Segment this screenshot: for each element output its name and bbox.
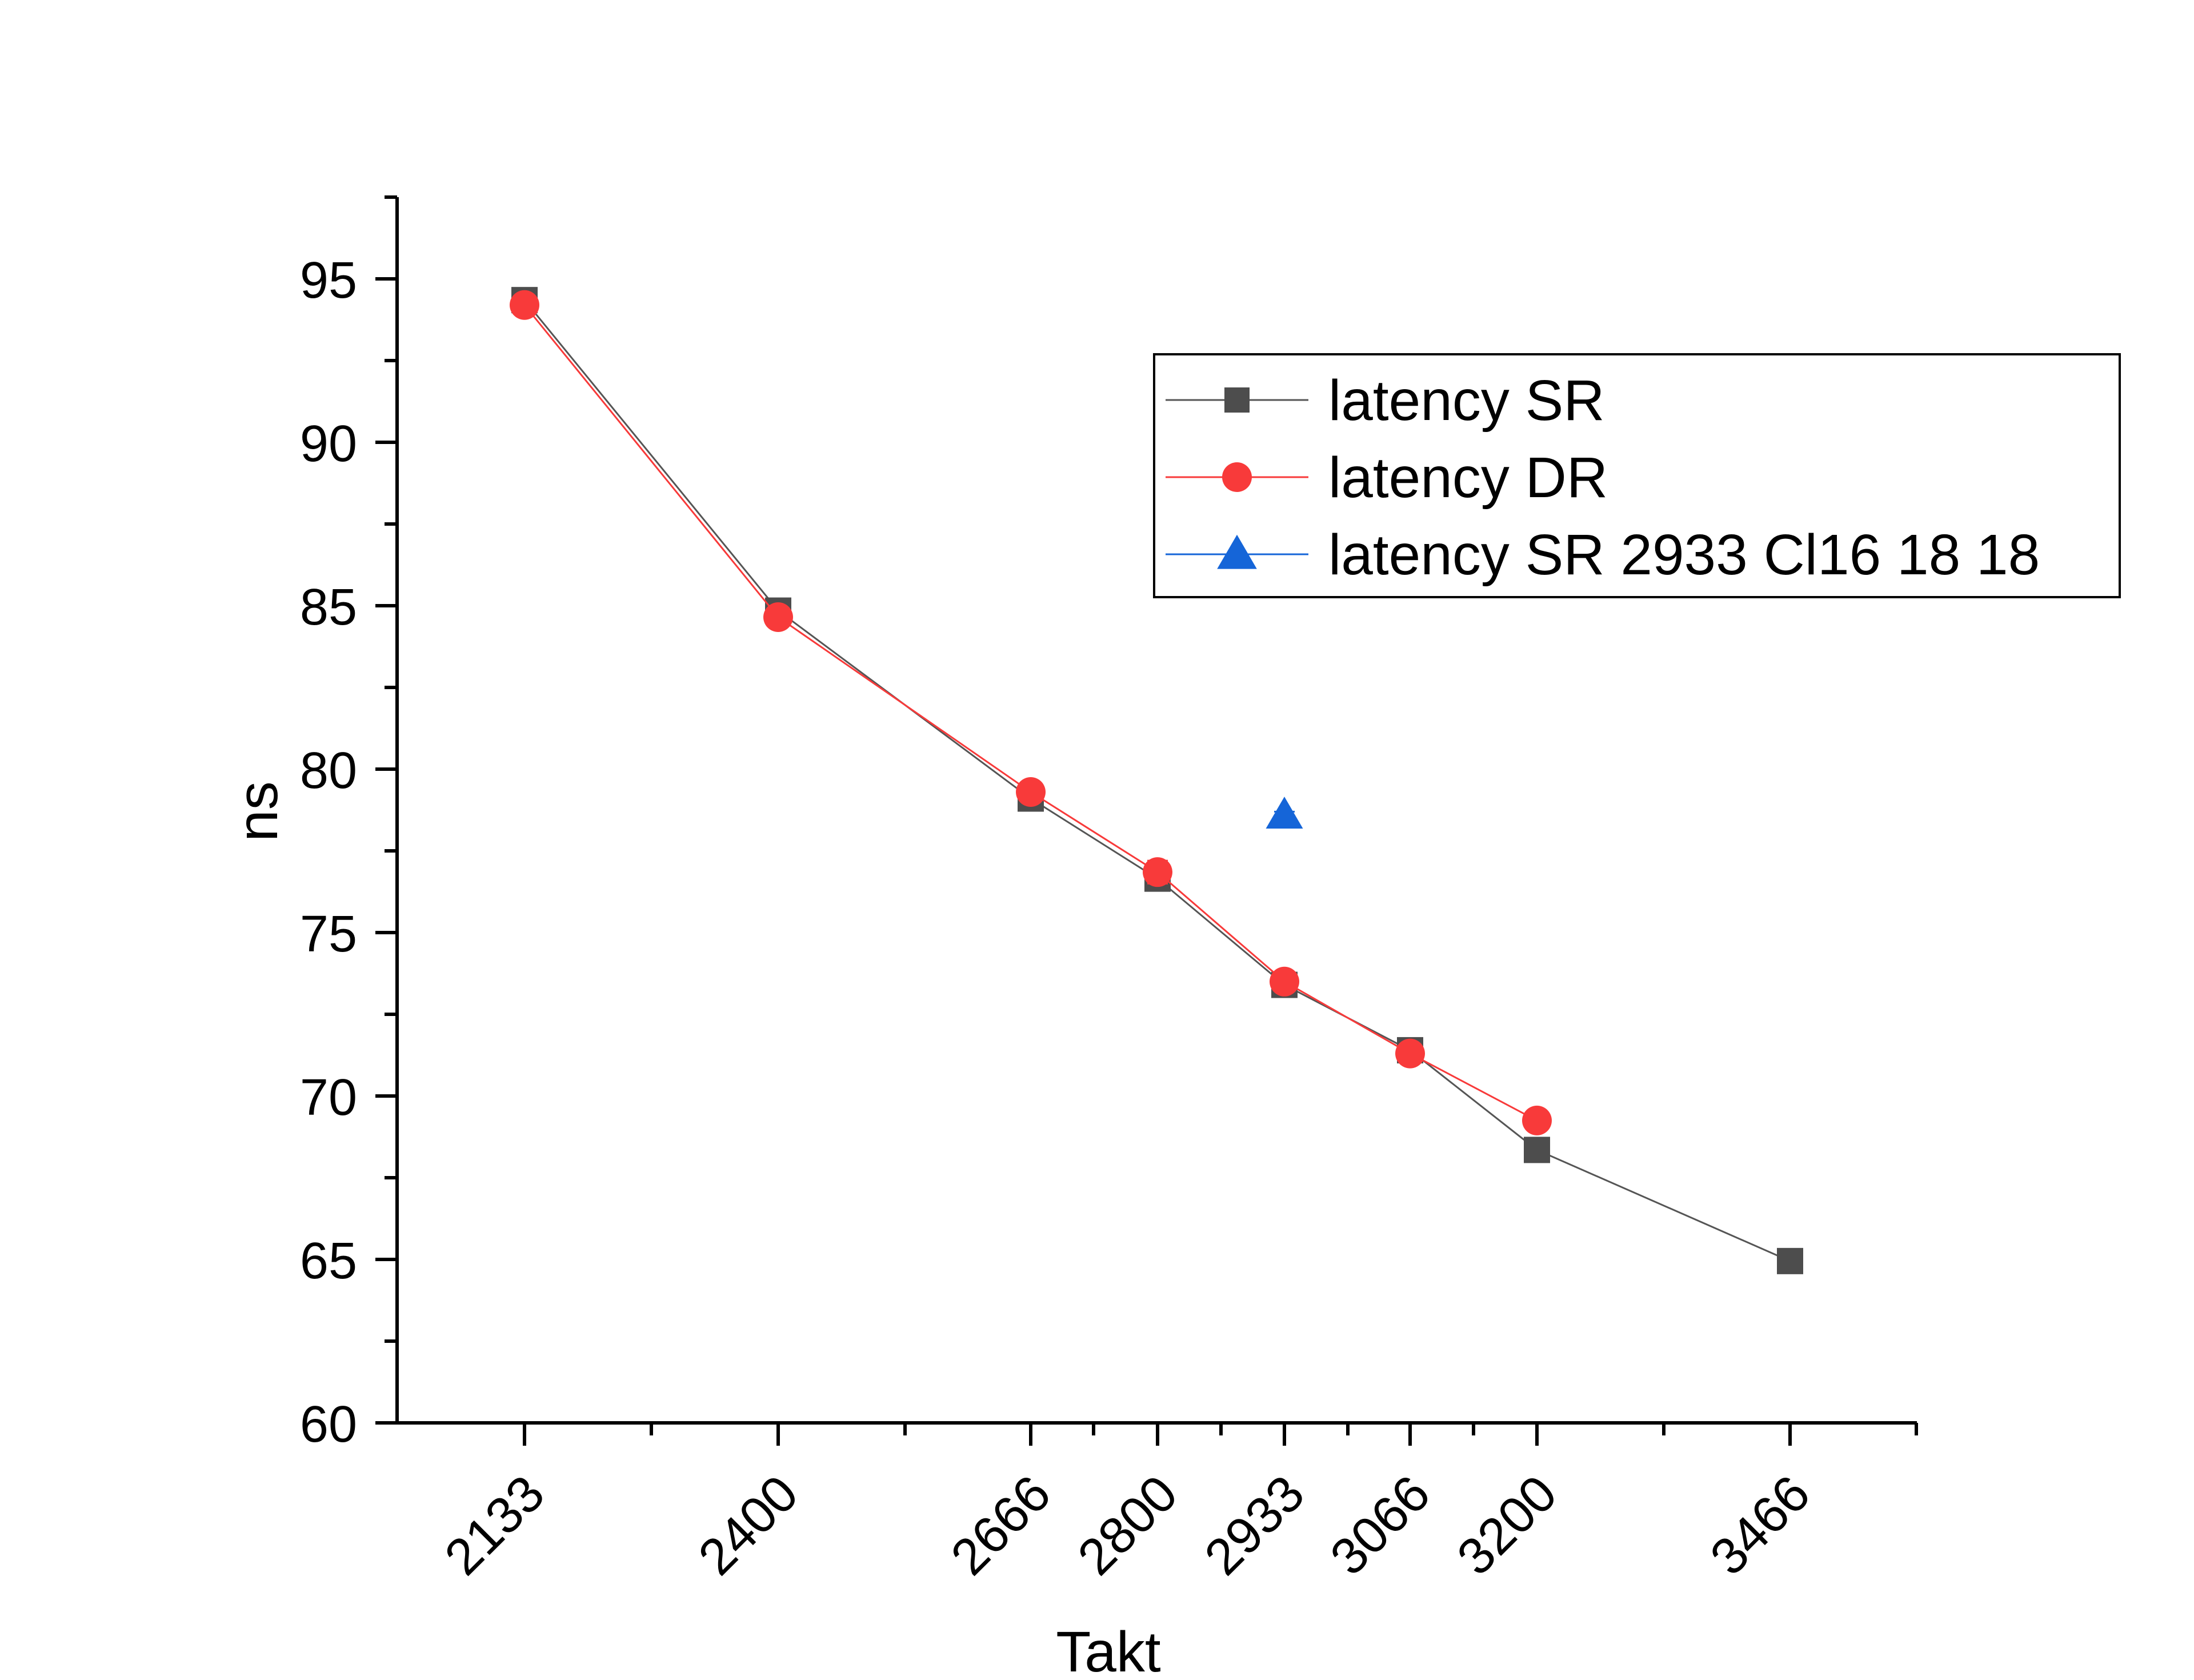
x-tick-label: 2400 <box>688 1465 809 1586</box>
legend-item: latency SR 2933 Cl16 18 18 <box>1166 523 2040 587</box>
series-2 <box>510 290 1552 1135</box>
data-point <box>1777 1247 1803 1274</box>
y-tick-label: 85 <box>300 579 357 636</box>
y-tick-label: 65 <box>300 1233 357 1290</box>
series-3 <box>1266 797 1303 829</box>
legend-marker <box>1217 534 1257 569</box>
y-axis-label: ns <box>226 781 290 842</box>
data-point <box>1266 797 1303 829</box>
y-tick-label: 80 <box>300 742 357 799</box>
data-point <box>1270 966 1299 997</box>
x-tick-label: 3466 <box>1700 1465 1821 1586</box>
legend: latency SR latency DR latency SR 2933 Cl16… <box>1153 353 2121 598</box>
x-tick-label: 3200 <box>1447 1465 1568 1586</box>
legend-marker <box>1224 387 1250 413</box>
x-tick-label: 2933 <box>1194 1465 1315 1586</box>
legend-label: latency SR 2933 Cl16 18 18 <box>1328 523 2040 587</box>
legend-label: latency SR <box>1328 369 1605 433</box>
x-tick-label: 2666 <box>940 1465 1062 1586</box>
legend-label: latency DR <box>1328 446 1608 510</box>
tick-marks <box>375 195 1918 1446</box>
data-point <box>1522 1105 1552 1135</box>
data-point <box>1143 857 1172 887</box>
x-axis-label: Takt <box>1056 1620 1161 1680</box>
data-point <box>1395 1038 1425 1069</box>
y-tick-label: 75 <box>300 906 357 963</box>
y-tick-label: 95 <box>300 252 357 309</box>
data-point <box>1524 1137 1550 1163</box>
data-point <box>510 290 539 320</box>
y-tick-label: 60 <box>300 1396 357 1453</box>
legend-box <box>1153 353 2121 598</box>
legend-item: latency SR <box>1166 369 1605 433</box>
series-layer <box>510 287 1803 1274</box>
data-point <box>1016 777 1046 807</box>
series-line <box>523 299 1791 1262</box>
legend-item: latency DR <box>1166 446 1608 510</box>
legend-marker <box>1222 462 1252 492</box>
x-tick-label: 3066 <box>1320 1465 1441 1586</box>
y-tick-label: 70 <box>300 1069 357 1126</box>
x-tick-label: 2800 <box>1067 1465 1188 1586</box>
data-point <box>763 602 793 633</box>
y-tick-label: 90 <box>300 415 357 473</box>
x-tick-label: 2133 <box>434 1465 555 1586</box>
